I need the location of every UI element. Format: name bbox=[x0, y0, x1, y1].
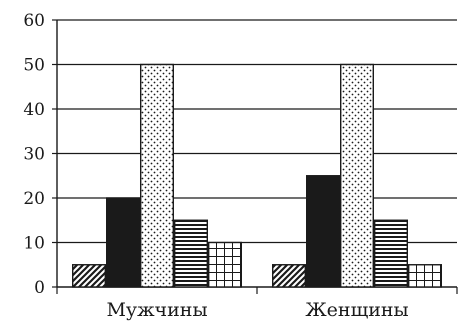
bar bbox=[374, 219, 409, 288]
x-category-label: Женщины bbox=[305, 299, 408, 321]
x-category-label: Мужчины bbox=[106, 299, 207, 321]
bar bbox=[71, 264, 106, 288]
bars bbox=[71, 63, 443, 288]
y-tick-label: 40 bbox=[23, 100, 45, 120]
bar bbox=[207, 241, 242, 288]
bar bbox=[173, 219, 208, 288]
bar bbox=[139, 63, 174, 288]
labels: 0 10 20 30 40 50 60 Мужчины Женщины bbox=[23, 11, 408, 321]
bar bbox=[408, 264, 443, 288]
y-tick-label: 10 bbox=[23, 234, 45, 254]
bar bbox=[340, 63, 375, 288]
bar bbox=[272, 264, 307, 288]
bar bbox=[105, 197, 140, 288]
y-tick-label: 20 bbox=[23, 189, 45, 209]
y-tick-label: 30 bbox=[23, 145, 45, 165]
y-tick-label: 0 bbox=[34, 278, 45, 298]
bar bbox=[306, 175, 341, 288]
y-tick-label: 60 bbox=[23, 11, 45, 31]
y-tick-label: 50 bbox=[23, 56, 45, 76]
